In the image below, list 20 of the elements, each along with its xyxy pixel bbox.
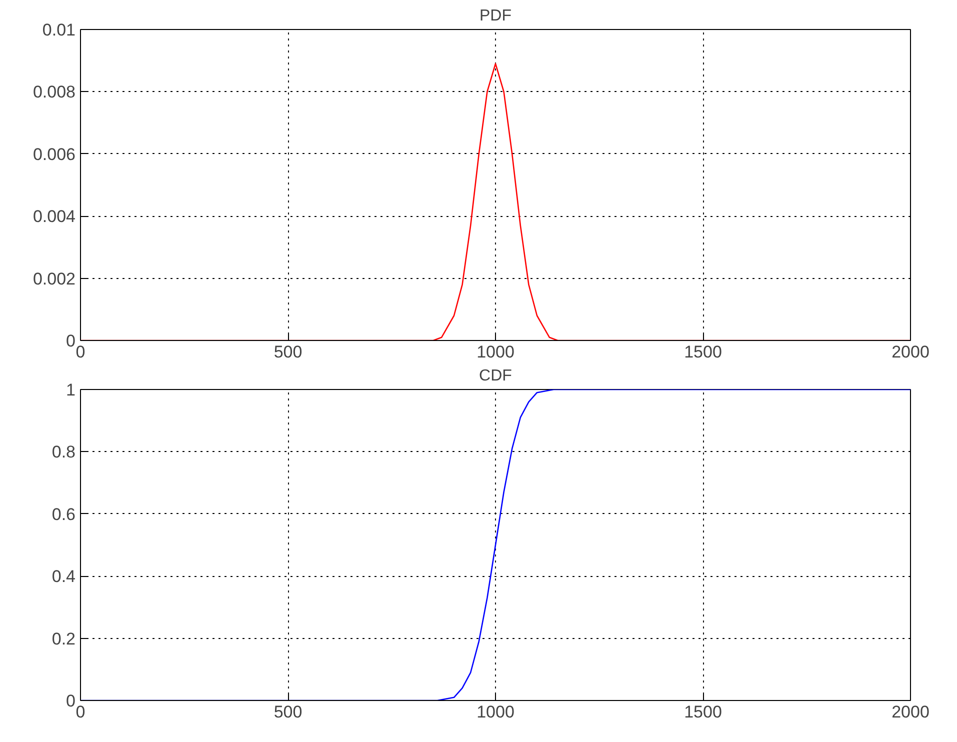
x-tick-label: 2000 (892, 702, 930, 722)
y-tick-label: 0.008 (32, 82, 76, 102)
y-tick-label: 0.8 (52, 442, 76, 462)
x-tick-label: 1000 (476, 702, 514, 722)
y-tick-label: 0.006 (32, 144, 76, 164)
y-tick-label: 0.004 (32, 207, 76, 226)
x-tick-label: 500 (274, 342, 302, 362)
x-tick-label: 1500 (684, 342, 722, 362)
y-tick-label: 0.2 (52, 629, 76, 648)
x-tick-label: 1500 (684, 702, 722, 722)
y-tick-label: 0.01 (42, 20, 76, 40)
chart-title: CDF (479, 368, 512, 384)
chart-title: PDF (480, 8, 512, 24)
x-tick-label: 2000 (892, 342, 930, 362)
x-tick-label: 500 (274, 702, 302, 722)
y-tick-label: 0.002 (32, 269, 76, 288)
y-tick-label: 0.4 (52, 567, 76, 586)
x-tick-label: 1000 (476, 342, 514, 362)
y-tick-label: 1 (66, 380, 76, 400)
y-tick-label: 0.6 (52, 504, 76, 524)
